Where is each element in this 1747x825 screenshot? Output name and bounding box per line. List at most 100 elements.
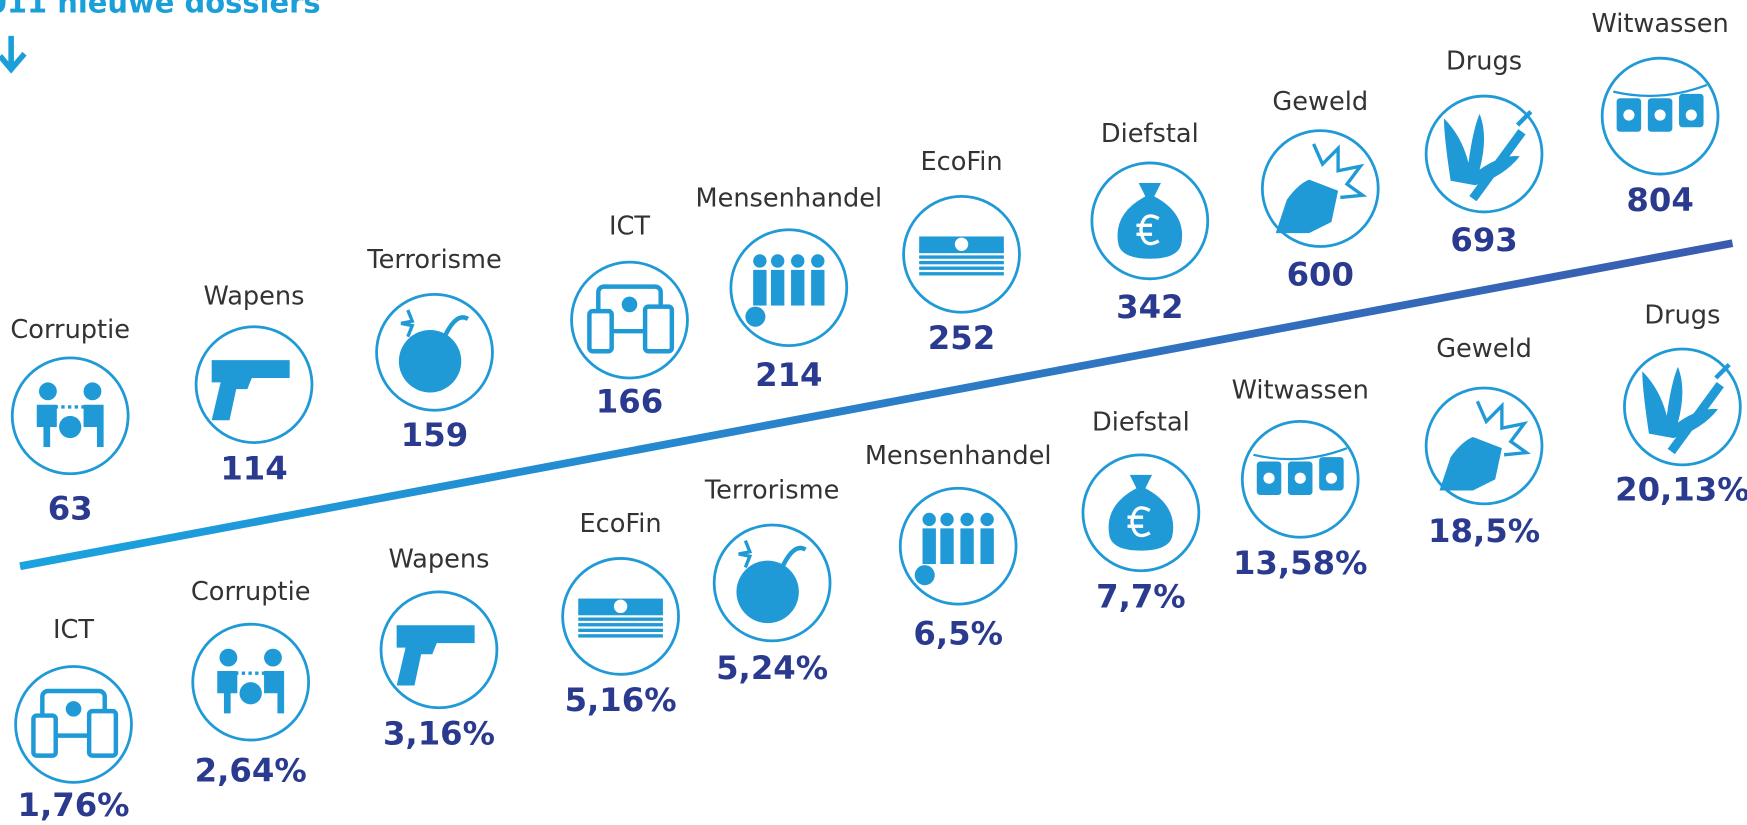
- value-label: 252: [928, 319, 995, 357]
- icon-part: [954, 237, 969, 251]
- icon-ring: [898, 486, 1018, 606]
- icon-part: [1654, 109, 1666, 121]
- value-label: 214: [755, 356, 822, 394]
- icon-part: [919, 272, 1004, 276]
- icon-part: [1275, 179, 1339, 234]
- icon-part: [398, 330, 462, 393]
- icon-part: [736, 560, 799, 624]
- icon-part: [65, 701, 82, 717]
- icon: [914, 512, 994, 586]
- icon-ring: [194, 325, 314, 444]
- category-label: Wapens: [388, 545, 489, 575]
- icon-part: [578, 617, 663, 621]
- icon-part: [919, 260, 1004, 265]
- icon-part: [753, 269, 767, 306]
- icon-part: [1667, 382, 1724, 455]
- icon-part: [960, 512, 974, 527]
- value-label: 5,24%: [716, 649, 828, 687]
- value-label: 600: [1287, 256, 1354, 294]
- category-label: Geweld: [1436, 334, 1532, 364]
- icon: [1443, 110, 1533, 202]
- value-label: 6,5%: [913, 614, 1003, 652]
- value-label: 1,76%: [18, 786, 130, 824]
- icon-ring: [1424, 94, 1544, 214]
- icon-part: [940, 512, 954, 527]
- icon-part: [781, 545, 807, 567]
- value-label: 13,58%: [1233, 544, 1368, 582]
- icon-part: [980, 528, 994, 565]
- category-label: Corruptie: [191, 577, 311, 607]
- value-label: 63: [48, 490, 93, 528]
- icon: [587, 284, 675, 354]
- icon: [1108, 474, 1174, 551]
- icon-part: [1136, 214, 1160, 246]
- icon-part: [587, 308, 614, 354]
- category-label: Mensenhandel: [865, 441, 1052, 471]
- category-label: EcoFin: [920, 147, 1002, 177]
- icon-ring: [729, 228, 849, 348]
- icon: [919, 236, 1004, 276]
- category-label: Witwassen: [1591, 9, 1728, 39]
- value-label: 159: [401, 416, 468, 454]
- icon-part: [443, 315, 470, 336]
- icon: [217, 648, 285, 714]
- icon: [1642, 363, 1731, 455]
- icon-part: [1475, 400, 1531, 457]
- icon-part: [919, 266, 1004, 270]
- icon-part: [396, 625, 475, 686]
- value-label: 20,13%: [1615, 471, 1747, 509]
- icon-part: [738, 540, 753, 568]
- icon: [396, 625, 475, 686]
- icon-part: [1469, 129, 1526, 202]
- icon-part: [211, 360, 290, 421]
- icon-part: [613, 599, 628, 614]
- icon-part: [1108, 474, 1174, 551]
- icon-part: [811, 254, 825, 268]
- value-label: 2,64%: [195, 751, 307, 789]
- icon-part: [1117, 182, 1183, 259]
- icon-part: [791, 254, 805, 268]
- icon: [1613, 83, 1708, 132]
- icon: [578, 598, 663, 638]
- icon-part: [1127, 506, 1151, 538]
- icon-ring: [561, 557, 680, 676]
- category-label: Corruptie: [10, 315, 130, 345]
- icon: [211, 360, 290, 421]
- category-label: ICT: [53, 615, 94, 645]
- arrow: [0, 35, 27, 74]
- value-label: 18,5%: [1428, 512, 1540, 550]
- value-label: 693: [1450, 221, 1517, 259]
- category-label: Wapens: [204, 282, 305, 312]
- category-label: Geweld: [1272, 87, 1368, 117]
- icon-part: [1623, 109, 1635, 121]
- category-label: Terrorisme: [704, 476, 839, 506]
- icon-part: [1439, 437, 1502, 491]
- icon-part: [914, 565, 935, 586]
- icon: [1275, 143, 1368, 234]
- icon-part: [219, 648, 238, 667]
- value-label: 804: [1626, 181, 1693, 219]
- category-label: Drugs: [1644, 301, 1720, 331]
- icon-part: [38, 382, 57, 401]
- icon-part: [86, 708, 119, 758]
- icon-part: [922, 528, 936, 565]
- value-label: 166: [596, 383, 663, 421]
- icon: [736, 540, 807, 624]
- category-label: Drugs: [1446, 47, 1522, 77]
- icon-part: [1312, 143, 1368, 200]
- icon-part: [400, 309, 415, 338]
- icon: [398, 309, 470, 393]
- icon-part: [791, 269, 805, 306]
- icon-part: [264, 648, 282, 667]
- value-label: 114: [220, 449, 287, 487]
- icon-part: [642, 304, 675, 354]
- icon: [36, 382, 104, 448]
- title: 4011 nieuwe dossiers: [0, 0, 321, 20]
- value-label: 7,7%: [1096, 578, 1186, 616]
- value-label: 342: [1116, 288, 1183, 326]
- icon-part: [919, 255, 1004, 259]
- icon-part: [36, 404, 104, 448]
- icon: [31, 688, 119, 758]
